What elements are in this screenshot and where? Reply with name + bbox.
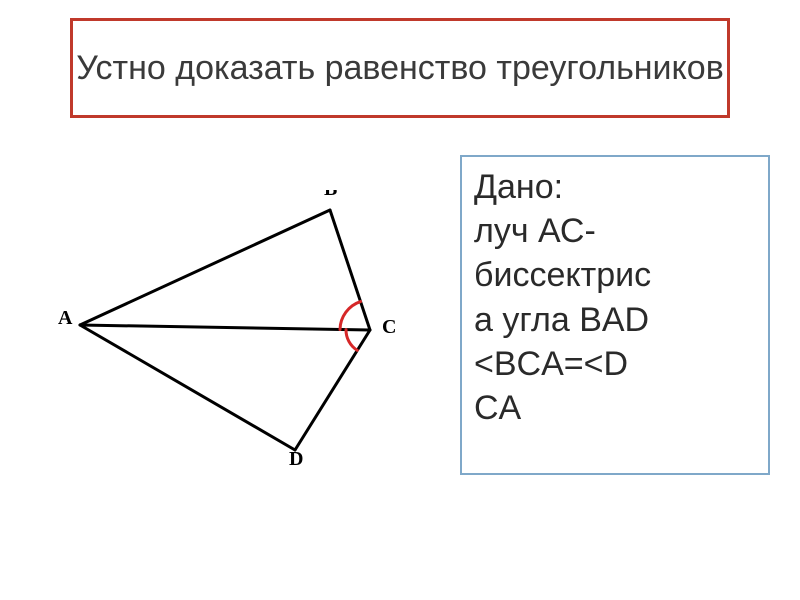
point-label-c: C xyxy=(382,316,396,338)
point-label-b: B xyxy=(324,190,337,200)
given-text: Дано:луч АС-биссектриса угла BAD<BCA=<DC… xyxy=(474,165,756,430)
point-label-d: D xyxy=(289,448,303,470)
title-box: Устно доказать равенство треугольников xyxy=(70,18,730,118)
triangle-diagram: A B C D xyxy=(40,190,440,490)
point-label-a: A xyxy=(58,307,73,329)
title-text: Устно доказать равенство треугольников xyxy=(76,48,724,89)
given-box: Дано:луч АС-биссектриса угла BAD<BCA=<DC… xyxy=(460,155,770,475)
diagram-svg: A B C D xyxy=(40,190,440,490)
